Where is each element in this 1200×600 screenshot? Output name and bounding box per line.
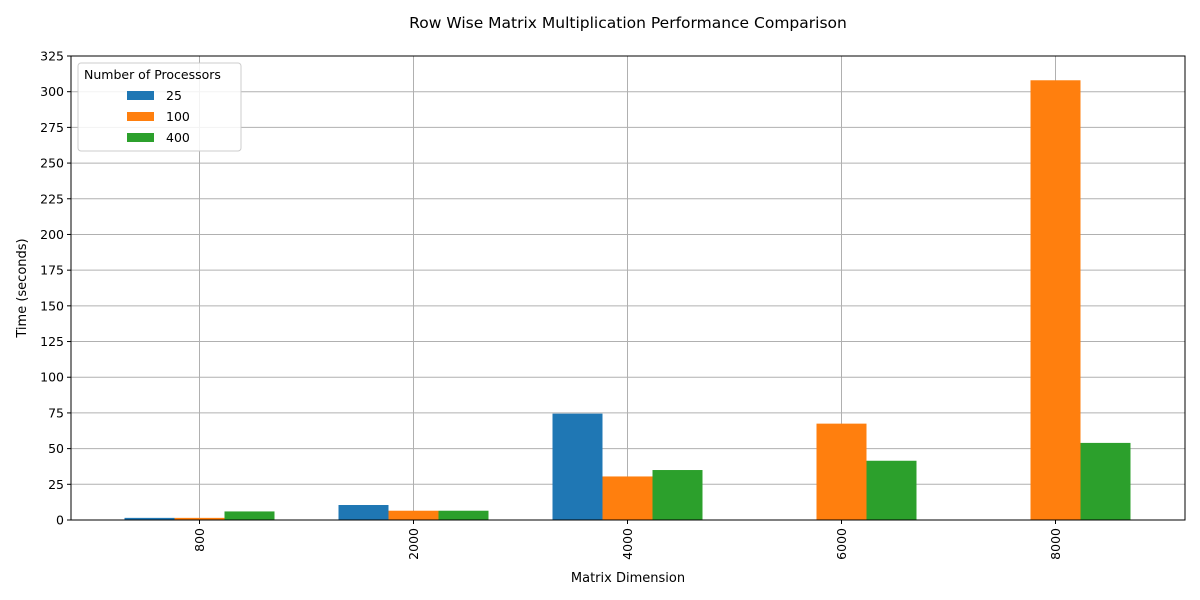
legend-label-400: 400 xyxy=(166,130,190,145)
bar-400-6000 xyxy=(866,460,917,520)
y-tick-label: 175 xyxy=(40,263,64,278)
x-tick-label: 8000 xyxy=(1048,528,1063,560)
x-axis: 800 2000 4000 6000 8000 xyxy=(192,520,1063,560)
bar-100-4000 xyxy=(602,476,653,520)
bars xyxy=(124,80,1131,521)
bar-100-6000 xyxy=(816,423,867,520)
y-tick-label: 275 xyxy=(40,120,64,135)
bar-400-800 xyxy=(224,511,275,520)
bar-400-2000 xyxy=(438,510,489,520)
y-axis: 0 25 50 75 100 125 150 175 200 225 250 275 300 325 xyxy=(40,49,71,528)
y-tick-label: 200 xyxy=(40,227,64,242)
legend-swatch-100 xyxy=(127,112,154,121)
legend: Number of Processors 25 100 400 xyxy=(77,62,242,152)
y-tick-label: 300 xyxy=(40,84,64,99)
y-tick-label: 325 xyxy=(40,49,64,64)
x-tick-label: 6000 xyxy=(834,528,849,560)
x-tick-label: 2000 xyxy=(406,528,421,560)
bar-100-800 xyxy=(174,517,225,520)
legend-label-100: 100 xyxy=(166,109,190,124)
y-tick-label: 125 xyxy=(40,334,64,349)
y-tick-label: 0 xyxy=(56,513,64,528)
y-tick-label: 225 xyxy=(40,191,64,206)
y-tick-label: 50 xyxy=(48,441,64,456)
bar-100-8000 xyxy=(1030,80,1081,521)
bar-25-4000 xyxy=(552,413,603,520)
y-tick-label: 250 xyxy=(40,156,64,171)
legend-box xyxy=(77,62,242,152)
bar-400-4000 xyxy=(652,470,703,520)
legend-swatch-400 xyxy=(127,133,154,142)
bar-100-2000 xyxy=(388,510,439,520)
x-tick-label: 800 xyxy=(192,528,207,552)
legend-swatch-25 xyxy=(127,91,154,100)
x-axis-label: Matrix Dimension xyxy=(571,571,685,586)
chart-title: Row Wise Matrix Multiplication Performan… xyxy=(409,14,847,32)
y-tick-label: 75 xyxy=(48,405,64,420)
bar-400-8000 xyxy=(1080,442,1131,520)
legend-label-25: 25 xyxy=(166,88,182,103)
bar-25-2000 xyxy=(338,505,389,520)
bar-25-800 xyxy=(124,517,175,520)
y-tick-label: 100 xyxy=(40,370,64,385)
y-tick-label: 25 xyxy=(48,477,64,492)
y-axis-label: Time (seconds) xyxy=(15,238,30,338)
y-tick-label: 150 xyxy=(40,298,64,313)
x-tick-label: 4000 xyxy=(620,528,635,560)
legend-title: Number of Processors xyxy=(84,67,221,82)
